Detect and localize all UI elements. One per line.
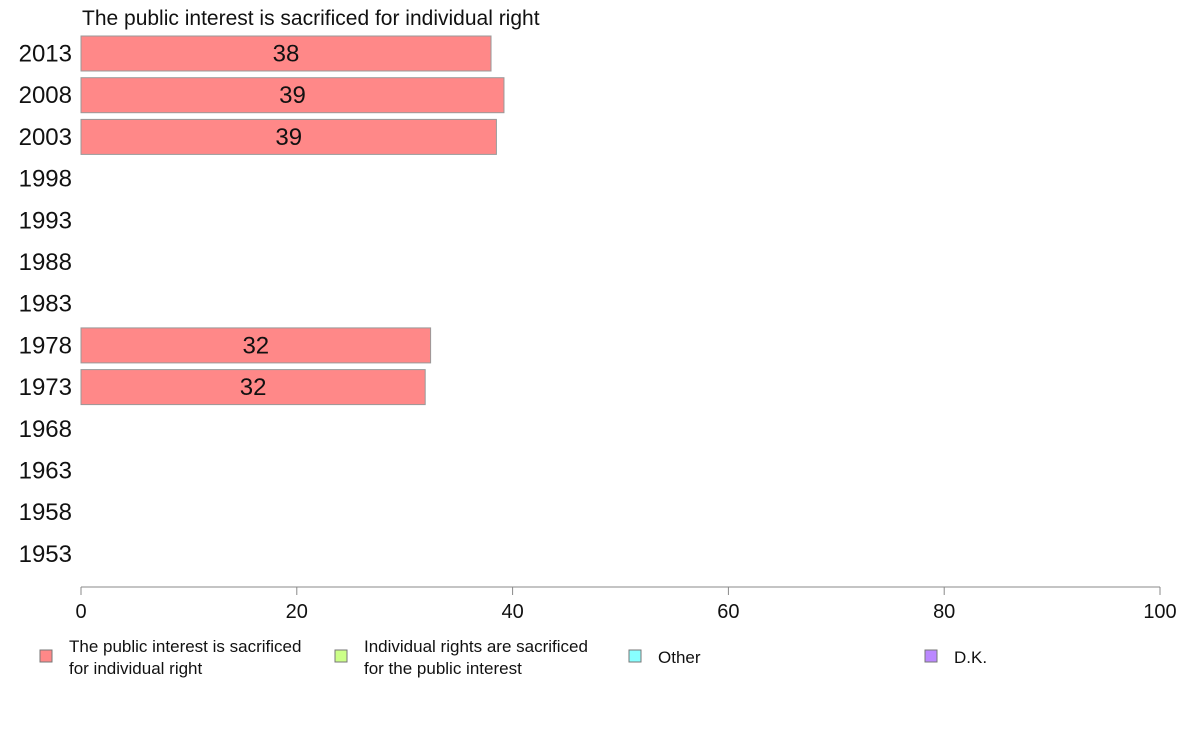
data-label-1978: 32 (242, 332, 269, 359)
legend-label-1-line-1: The public interest is sacrificed (69, 637, 301, 656)
legend-label-1-line-2: for individual right (69, 659, 203, 678)
legend-swatch-1 (39, 649, 53, 663)
data-label-2013: 38 (273, 41, 300, 68)
y-tick-label-1968: 1968 (19, 416, 72, 443)
data-label-2008: 39 (279, 82, 306, 109)
y-tick-label-1963: 1963 (19, 458, 72, 485)
x-tick-label-0: 0 (75, 601, 86, 623)
y-tick-label-2013: 2013 (19, 41, 72, 68)
x-tick-label-100: 100 (1143, 601, 1176, 623)
bar-2008 (80, 77, 505, 114)
y-tick-label-2003: 2003 (19, 124, 72, 151)
bar-2013 (80, 35, 492, 72)
x-tick-label-40: 40 (501, 601, 523, 623)
legend-label-4-line-1: D.K. (954, 648, 987, 667)
y-tick-label-1993: 1993 (19, 207, 72, 234)
legend-swatch-4 (924, 649, 938, 663)
bar-2003 (80, 118, 497, 155)
chart-title: The public interest is sacrificed for in… (82, 7, 540, 30)
y-tick-label-1973: 1973 (19, 374, 72, 401)
bars-group: 38 39 39 32 32 (80, 35, 505, 406)
x-tick-label-80: 80 (933, 601, 955, 623)
bar-1973 (80, 369, 426, 406)
y-tick-label-1998: 1998 (19, 166, 72, 193)
y-axis-labels: 2013 2008 2003 1998 1993 1988 1983 1978 1973 1968… (19, 41, 72, 568)
y-tick-label-1958: 1958 (19, 499, 72, 526)
legend-label-3-line-1: Other (658, 648, 701, 667)
y-tick-label-2008: 2008 (19, 82, 72, 109)
data-label-1973: 32 (240, 374, 267, 401)
y-tick-label-1988: 1988 (19, 249, 72, 276)
x-tick-label-20: 20 (286, 601, 308, 623)
data-label-2003: 39 (275, 124, 302, 151)
x-tick-label-60: 60 (717, 601, 739, 623)
y-tick-label-1978: 1978 (19, 332, 72, 359)
legend-label-2-line-1: Individual rights are sacrificed (364, 637, 588, 656)
y-tick-label-1983: 1983 (19, 291, 72, 318)
legend-label-2-line-2: for the public interest (364, 659, 522, 678)
x-axis: 0 20 40 60 80 100 (75, 586, 1177, 623)
legend-swatch-2 (334, 649, 348, 663)
legend-swatch-3 (628, 649, 642, 663)
legend: The public interest is sacrificed for ind… (39, 637, 987, 678)
y-tick-label-1953: 1953 (19, 541, 72, 568)
bar-1978 (80, 327, 432, 364)
